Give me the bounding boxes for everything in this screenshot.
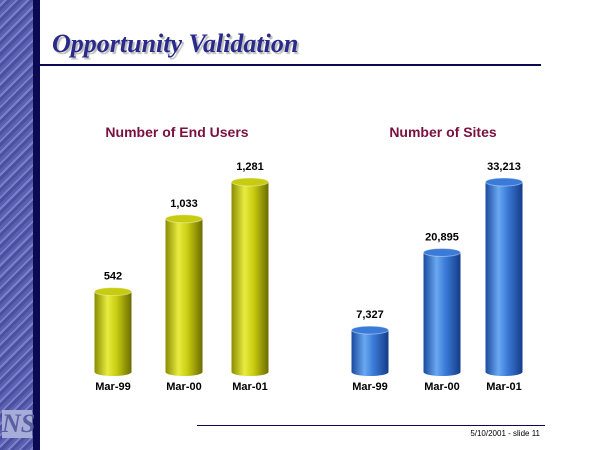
x-tick-label: Mar-99 (352, 381, 387, 393)
sidebar-texture (0, 0, 33, 450)
x-tick-label: Mar-00 (166, 381, 201, 393)
data-label: 1,281 (236, 161, 264, 173)
company-logo: NS (2, 409, 36, 438)
bar-top (165, 214, 203, 224)
bar (351, 330, 389, 372)
data-label: 33,213 (487, 161, 521, 173)
bar-base (485, 368, 523, 376)
bar (231, 182, 269, 372)
x-tick-label: Mar-00 (424, 381, 459, 393)
bar (485, 182, 523, 372)
bar-top (94, 287, 132, 297)
bar-top (485, 177, 523, 187)
bar (423, 252, 461, 372)
bar-base (231, 368, 269, 376)
bar-top (351, 325, 389, 335)
bar-base (351, 368, 389, 376)
bar (165, 218, 203, 372)
x-tick-label: Mar-01 (486, 381, 521, 393)
chart-title: Number of End Users (105, 124, 248, 140)
slide-footer: 5/10/2001 - slide 11 (470, 429, 540, 438)
data-label: 1,033 (170, 198, 198, 210)
slide-title: Opportunity Validation (52, 29, 299, 58)
chart-title: Number of Sites (389, 124, 497, 140)
footer-divider (197, 425, 545, 426)
bar-base (94, 368, 132, 376)
bar-top (423, 247, 461, 257)
bar-base (423, 368, 461, 376)
bar (94, 291, 132, 372)
bar-base (165, 368, 203, 376)
x-tick-label: Mar-01 (232, 381, 267, 393)
x-tick-label: Mar-99 (95, 381, 130, 393)
sidebar-bar (33, 0, 40, 450)
data-label: 7,327 (356, 309, 384, 321)
title-divider (40, 64, 541, 66)
data-label: 20,895 (425, 231, 459, 243)
bar-top (231, 177, 269, 187)
data-label: 542 (104, 271, 122, 283)
